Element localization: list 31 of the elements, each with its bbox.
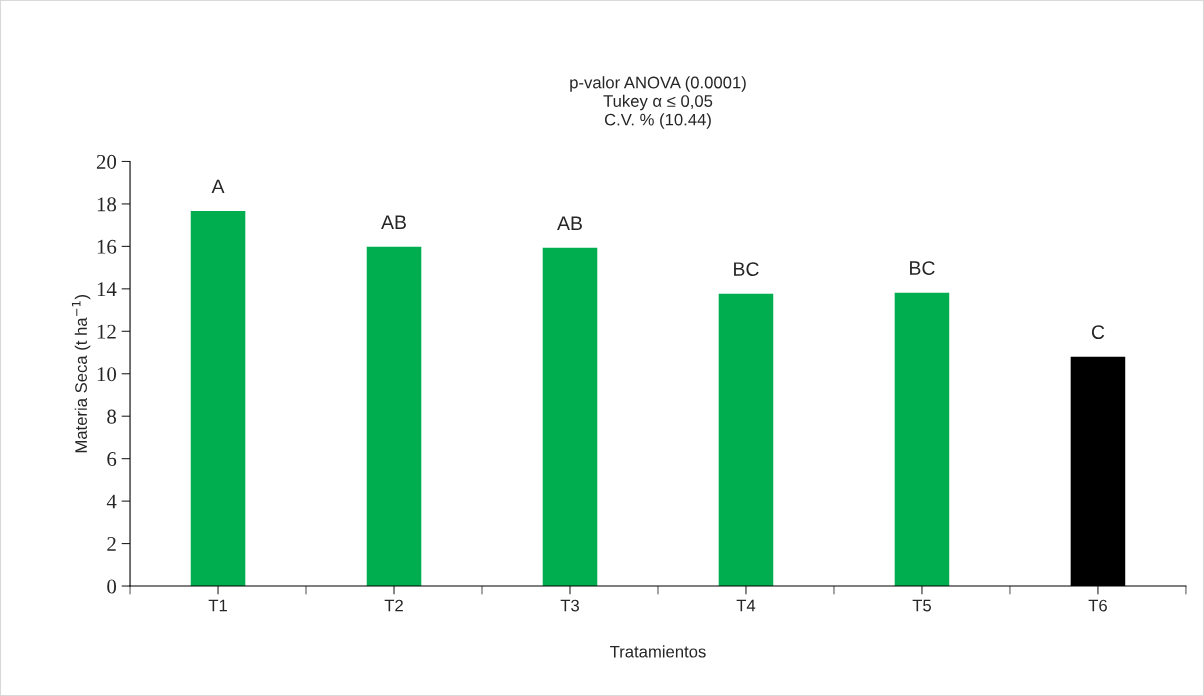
x-axis-title: Tratamientos [610,645,706,658]
x-tick-label: T6 [1088,599,1107,612]
y-tick-label: 18 [97,197,117,212]
y-tick-label: 20 [96,154,117,169]
x-tick-label: T1 [208,599,227,612]
y-tick-label: 8 [107,409,117,424]
bar [366,246,422,587]
y-tick-label: 6 [107,452,117,467]
y-axis-title: Materia Seca (t ha$^{−1}$) [71,295,91,453]
annotation: A [211,179,225,194]
bar [894,292,950,587]
annotation: AB [557,216,582,230]
bar [718,293,774,587]
y-tick-label: 12 [97,324,116,339]
y-tick-label: 10 [97,367,117,382]
annotation: C [1091,325,1105,340]
y-tick-label: 0 [107,579,117,594]
bar [190,210,246,587]
annotation: BC [734,262,759,276]
y-tick-label: 2 [107,537,116,551]
x-tick-label: T2 [384,599,403,612]
y-tick-label: 4 [106,494,117,509]
x-tick-label: T5 [912,599,931,612]
y-tick-label: 16 [97,239,117,254]
chart-title: p-valor ANOVA (0.0001) Tukey α ≤ 0,05 C.V. % (10.44) [570,76,746,129]
bar [542,247,598,587]
x-tick-label: T3 [560,599,579,612]
annotation: BC [910,261,935,275]
y-tick-label: 14 [97,282,117,297]
annotation: AB [381,215,406,229]
x-tick-label: T4 [736,599,756,612]
